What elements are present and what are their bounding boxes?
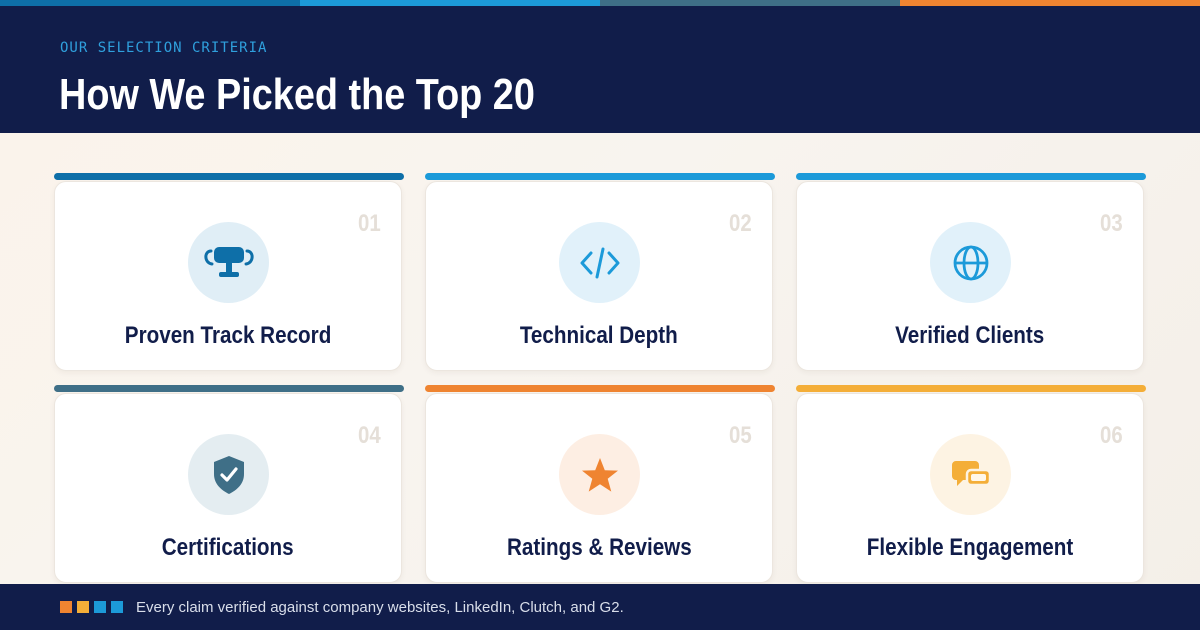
stripe-segment xyxy=(900,0,1200,6)
eyebrow-label: OUR SELECTION CRITERIA xyxy=(60,40,268,56)
globe-icon xyxy=(953,245,988,280)
card-label: Certifications xyxy=(55,534,401,562)
card-number: 02 xyxy=(729,210,752,237)
card-label-text: Technical Depth xyxy=(520,322,678,349)
criteria-card-2: 02 Technical Depth xyxy=(425,173,775,371)
icon-circle xyxy=(559,434,640,515)
footer-square xyxy=(60,601,72,613)
card-label-text: Certifications xyxy=(162,534,294,561)
shield-check-icon xyxy=(213,455,244,494)
card-label: Flexible Engagement xyxy=(797,534,1143,562)
card-label-text: Ratings & Reviews xyxy=(506,534,692,561)
card-accent-bar xyxy=(796,385,1146,392)
criteria-card-1: 01 Proven Track Record xyxy=(54,173,404,371)
card-number: 05 xyxy=(729,422,752,449)
card-accent-bar xyxy=(796,173,1146,180)
card-number: 01 xyxy=(358,210,381,237)
stripe-segment xyxy=(0,0,300,6)
stripe-segment xyxy=(300,0,600,6)
card-number: 03 xyxy=(1100,210,1123,237)
header-banner: OUR SELECTION CRITERIA How We Picked the… xyxy=(0,6,1200,133)
criteria-card-6: 06 Flexible Engagement xyxy=(796,385,1146,583)
card-accent-bar xyxy=(425,173,775,180)
page-title: How We Picked the Top 20 xyxy=(59,70,535,119)
icon-circle xyxy=(930,434,1011,515)
criteria-card-3: 03 Verified Clients xyxy=(796,173,1146,371)
code-icon xyxy=(580,247,619,278)
criteria-card-5: 05 Ratings & Reviews xyxy=(425,385,775,583)
criteria-card-4: 04 Certifications xyxy=(54,385,404,583)
card-label: Technical Depth xyxy=(426,322,772,350)
footer-square xyxy=(111,601,123,613)
footer-note: Every claim verified against company web… xyxy=(136,599,624,616)
card-label-text: Verified Clients xyxy=(895,322,1045,349)
card-number: 04 xyxy=(358,422,381,449)
stripe-segment xyxy=(600,0,900,6)
top-color-stripe xyxy=(0,0,1200,6)
trophy-icon xyxy=(203,246,254,277)
card-number: 06 xyxy=(1100,422,1123,449)
card-accent-bar xyxy=(54,385,404,392)
card-label-text: Proven Track Record xyxy=(124,322,332,349)
card-label: Verified Clients xyxy=(797,322,1143,350)
footer-squares xyxy=(60,601,123,613)
star-icon xyxy=(581,457,618,492)
footer-square xyxy=(77,601,89,613)
card-accent-bar xyxy=(425,385,775,392)
card-label: Proven Track Record xyxy=(55,322,401,350)
card-label-text: Flexible Engagement xyxy=(866,534,1074,561)
footer-banner: Every claim verified against company web… xyxy=(0,584,1200,630)
chat-bubbles-icon xyxy=(951,460,991,486)
icon-circle xyxy=(188,222,269,303)
card-label: Ratings & Reviews xyxy=(426,534,772,562)
card-accent-bar xyxy=(54,173,404,180)
footer-square xyxy=(94,601,106,613)
icon-circle xyxy=(930,222,1011,303)
icon-circle xyxy=(559,222,640,303)
icon-circle xyxy=(188,434,269,515)
